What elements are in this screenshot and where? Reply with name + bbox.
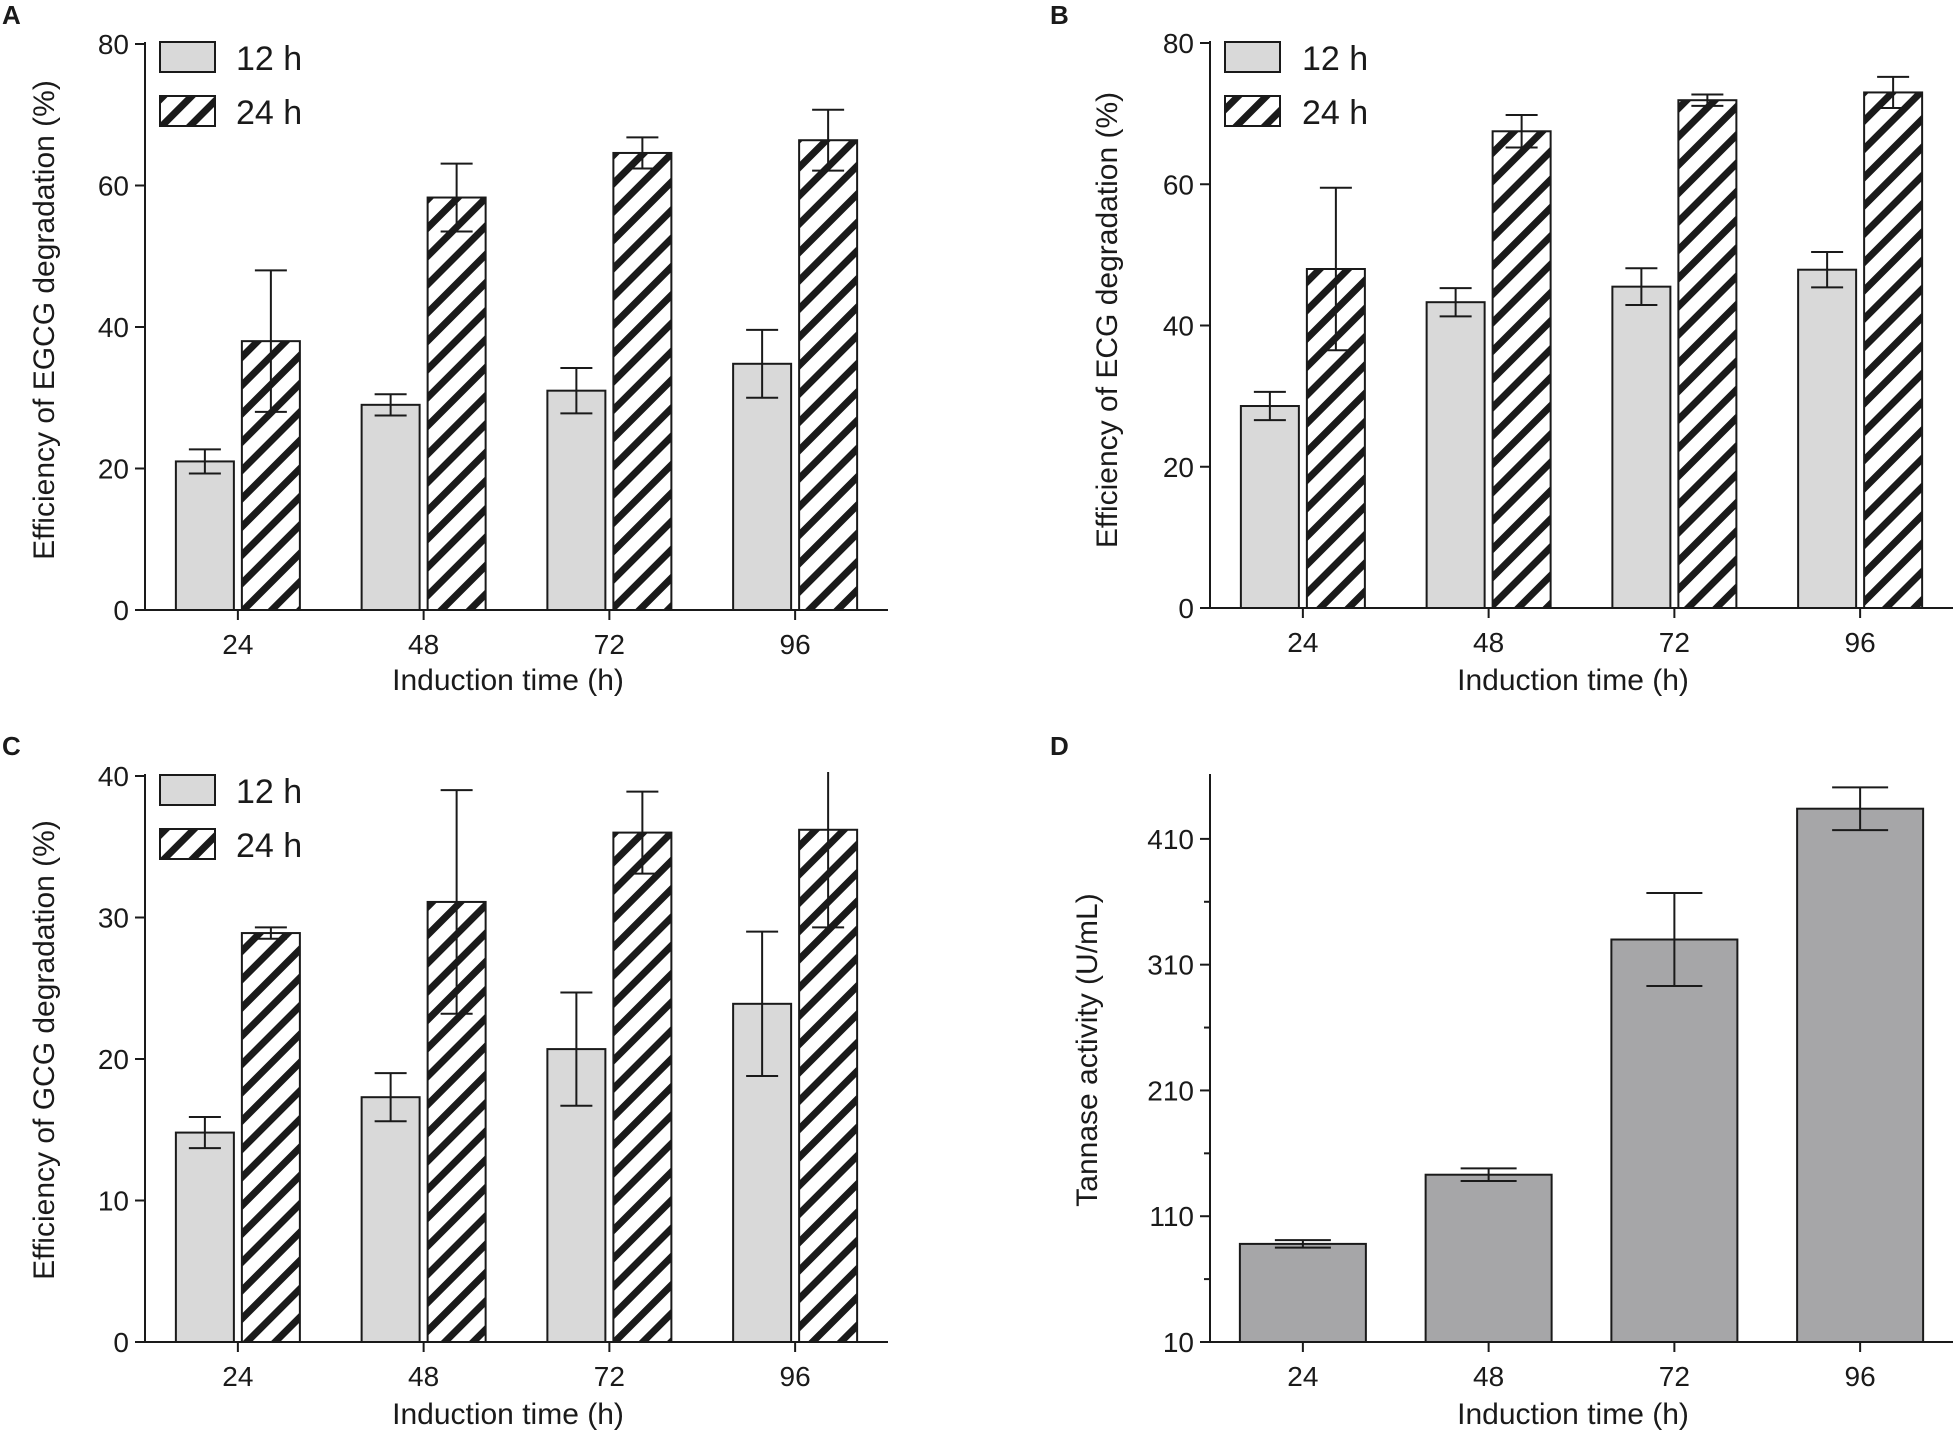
y-tick-label: 30: [98, 903, 129, 934]
x-tick-label: 48: [1473, 627, 1504, 658]
bar-24h-96: [1863, 91, 1924, 609]
bar-12h-72: [1611, 285, 1672, 609]
y-tick-label: 60: [98, 171, 129, 202]
x-tick-label: 96: [1845, 1361, 1876, 1392]
panel-d: D Tannase activity (U/mL) Induction time…: [1050, 731, 1953, 1431]
legend-swatch-12h: [159, 41, 216, 73]
y-axis-title: Efficiency of EGCG degradation (%): [28, 80, 61, 560]
y-tick-label: 0: [1178, 593, 1194, 624]
bar-tannaseactivity-96: [1796, 807, 1925, 1343]
legend-label: 12 h: [236, 40, 302, 78]
x-tick-label: 24: [222, 1361, 253, 1392]
bar-tannaseactivity-24: [1238, 1242, 1367, 1343]
bar-tannaseactivity-72: [1610, 938, 1739, 1343]
y-tick-label: 0: [113, 1327, 129, 1358]
x-tick-label: 96: [780, 1361, 811, 1392]
bar-tannaseactivity-48: [1424, 1173, 1553, 1344]
y-tick-label: 20: [1163, 452, 1194, 483]
y-tick-label: 20: [98, 1044, 129, 1075]
x-tick-label: 24: [222, 629, 253, 660]
bar-12h-24: [1239, 405, 1300, 610]
bar-24h-72: [612, 831, 673, 1343]
legend-label: 24 h: [236, 827, 302, 865]
y-tick-label: 210: [1147, 1075, 1194, 1106]
y-tick-label: 40: [98, 312, 129, 343]
y-tick-label: 80: [1163, 28, 1194, 59]
legend-label: 24 h: [1302, 94, 1368, 132]
legend: 12 h 24 h: [159, 773, 302, 865]
bar-12h-48: [360, 1096, 421, 1343]
y-tick-label: 40: [98, 761, 129, 792]
legend-label: 12 h: [236, 773, 302, 811]
x-tick-label: 48: [408, 629, 439, 660]
legend-swatch-24h: [159, 828, 216, 860]
x-tick-label: 24: [1287, 1361, 1318, 1392]
panel-letter: D: [1050, 731, 1069, 761]
x-tick-label: 72: [594, 629, 625, 660]
x-axis-title: Induction time (h): [392, 1398, 624, 1431]
x-tick-label: 48: [408, 1361, 439, 1392]
x-tick-label: 24: [1287, 627, 1318, 658]
x-tick-label: 72: [1659, 627, 1690, 658]
panel-letter: A: [2, 0, 21, 30]
x-tick-label: 96: [780, 629, 811, 660]
y-tick-label: 20: [98, 454, 129, 485]
legend-label: 12 h: [1302, 40, 1368, 78]
bar-12h-48: [1425, 301, 1486, 609]
panel-b: B Efficiency of ECG degradation (%) Indu…: [1050, 0, 1953, 697]
legend-label: 24 h: [236, 94, 302, 132]
y-axis-title: Tannase activity (U/mL): [1071, 893, 1104, 1206]
y-tick-label: 80: [98, 29, 129, 60]
x-tick-label: 48: [1473, 1361, 1504, 1392]
legend: 12 h 24 h: [1224, 40, 1368, 132]
x-tick-label: 96: [1845, 627, 1876, 658]
y-tick-label: 310: [1147, 950, 1194, 981]
bar-12h-96: [732, 362, 793, 612]
x-tick-label: 72: [1659, 1361, 1690, 1392]
legend: 12 h 24 h: [159, 40, 302, 132]
panel-letter: C: [2, 731, 21, 761]
bar-24h-48: [426, 196, 487, 611]
panel-c: C Efficiency of GCG degradation (%) Indu…: [2, 731, 888, 1431]
y-tick-label: 110: [1149, 1201, 1194, 1232]
y-tick-label: 60: [1163, 169, 1194, 200]
x-axis-title: Induction time (h): [392, 664, 624, 697]
bar-12h-24: [174, 460, 235, 611]
legend-swatch-24h: [159, 95, 216, 127]
legend-swatch-12h: [159, 774, 216, 806]
bar-12h-24: [174, 1131, 235, 1343]
bar-24h-48: [1491, 130, 1552, 609]
y-tick-label: 410: [1147, 824, 1194, 855]
bar-12h-72: [546, 389, 607, 611]
y-tick-label: 40: [1163, 311, 1194, 342]
legend-swatch-24h: [1224, 95, 1281, 127]
x-tick-label: 72: [594, 1361, 625, 1392]
bar-24h-72: [1677, 99, 1738, 610]
bar-24h-72: [612, 151, 673, 612]
bar-12h-48: [360, 403, 421, 612]
y-tick-label: 0: [113, 595, 129, 626]
bar-24h-96: [798, 139, 859, 611]
bar-24h-24: [240, 932, 301, 1343]
bar-12h-96: [1797, 268, 1858, 609]
x-axis-title: Induction time (h): [1457, 664, 1689, 697]
y-tick-label: 10: [98, 1186, 129, 1217]
y-axis-title: Efficiency of GCG degradation (%): [28, 820, 61, 1280]
y-tick-label: 10: [1163, 1327, 1194, 1358]
x-axis-title: Induction time (h): [1457, 1398, 1689, 1431]
legend-swatch-12h: [1224, 41, 1281, 73]
y-axis-title: Efficiency of ECG degradation (%): [1091, 92, 1124, 548]
panel-a: A Efficiency of EGCG degradation (%) Ind…: [2, 0, 888, 697]
panel-letter: B: [1050, 0, 1069, 30]
